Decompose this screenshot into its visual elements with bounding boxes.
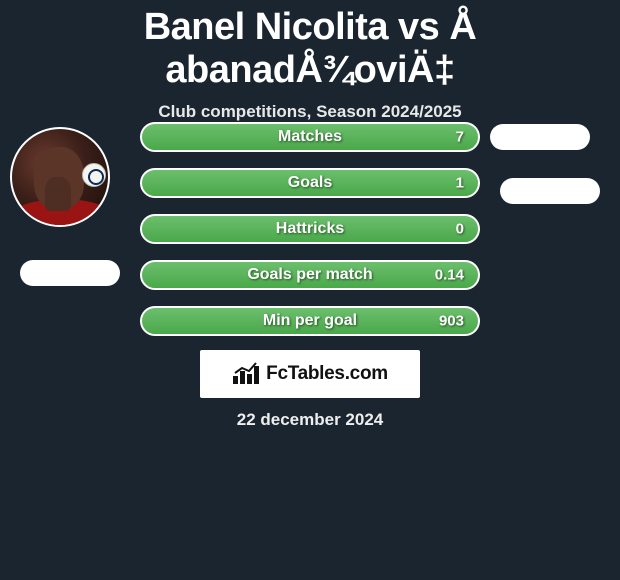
stat-value-right: 0	[456, 221, 464, 238]
stat-row-matches: Matches 7	[140, 122, 480, 152]
bar-chart-icon	[232, 362, 260, 386]
stat-row-gpm: Goals per match 0.14	[140, 260, 480, 290]
stat-row-hattricks: Hattricks 0	[140, 214, 480, 244]
stat-value-right: 7	[456, 129, 464, 146]
stat-label: Min per goal	[263, 312, 357, 330]
player-left-avatar	[10, 127, 110, 227]
brand-text: FcTables.com	[266, 363, 388, 385]
page-title: Banel Nicolita vs Å abanadÅ¾oviÄ‡	[0, 0, 620, 92]
right-pill-1	[490, 124, 590, 150]
stat-row-goals: Goals 1	[140, 168, 480, 198]
brand-badge[interactable]: FcTables.com	[200, 350, 420, 398]
stat-value-right: 903	[439, 313, 464, 330]
stat-label: Matches	[278, 128, 342, 146]
right-pill-2	[500, 178, 600, 204]
stat-label: Hattricks	[276, 220, 344, 238]
date-text: 22 december 2024	[0, 410, 620, 430]
stat-label: Goals per match	[247, 266, 372, 284]
season-subtitle: Club competitions, Season 2024/2025	[0, 102, 620, 122]
stat-value-right: 1	[456, 175, 464, 192]
stats-container: Matches 7 Goals 1 Hattricks 0 Goals per …	[140, 122, 480, 352]
avatar-left-shadow-pill	[20, 260, 120, 286]
stat-value-right: 0.14	[435, 267, 464, 284]
avatar-photo-placeholder	[12, 129, 108, 225]
stat-row-mpg: Min per goal 903	[140, 306, 480, 336]
stat-label: Goals	[288, 174, 332, 192]
